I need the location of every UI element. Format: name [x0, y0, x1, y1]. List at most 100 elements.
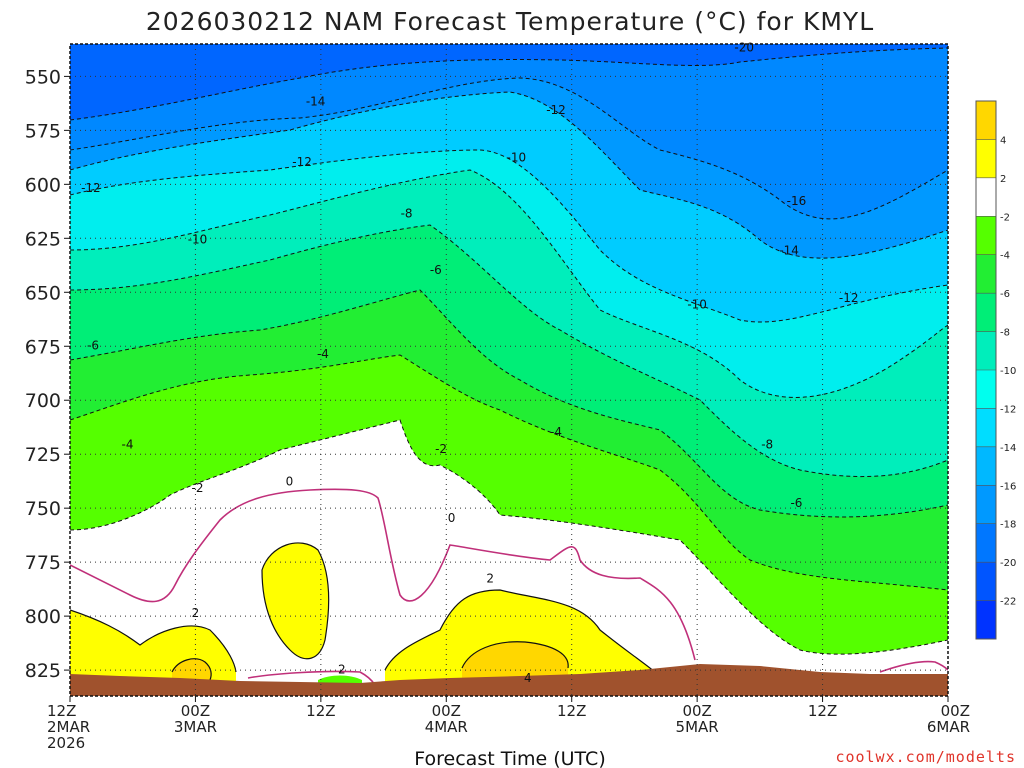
colorbar-segment-4: [976, 254, 996, 294]
y-tick-label-9: 775: [25, 552, 61, 574]
contour-minus4: [70, 354, 948, 591]
x-axis-label: Forecast Time (UTC): [414, 748, 605, 768]
colorbar-label-4: -6: [1000, 289, 1010, 300]
colorbar-segment-6: [976, 331, 996, 371]
contour-label-17: -8: [761, 438, 773, 452]
x-tick-label-7-1: 6MAR: [927, 718, 970, 736]
contour-label-25: 2: [338, 662, 346, 676]
x-tick-label-3-1: 4MAR: [425, 718, 468, 736]
colorbar-segment-11: [976, 523, 996, 563]
grid-lines: [70, 44, 948, 696]
y-tick-label-6: 700: [25, 390, 61, 412]
contour-label-9: -14: [779, 243, 799, 257]
y-tick-label-5: 675: [25, 336, 61, 358]
x-tick-label-7-0: 00Z: [941, 702, 970, 720]
y-tick-label-2: 600: [25, 174, 61, 196]
colorbar-label-10: -18: [1000, 520, 1016, 531]
contour-plus2-center: [384, 589, 656, 673]
contour-labels: -20-14-12-12 -10-12-16-8-10-14-6-10 -12-6-…: [81, 40, 859, 685]
x-tick-label-0-1: 2MAR: [47, 718, 90, 736]
contour-label-15: -4: [550, 425, 562, 439]
colorbar-segment-7: [976, 370, 996, 409]
colorbar-segment-1: [976, 139, 996, 179]
temperature-fill: [70, 44, 948, 696]
contour-label-6: -16: [787, 194, 807, 208]
colorbar-label-7: -12: [1000, 404, 1016, 415]
contour-lines: [70, 47, 948, 655]
contour-minus16: [70, 77, 948, 220]
colorbar-label-0: 4: [1000, 135, 1006, 146]
contour-plus2-left: [70, 609, 237, 673]
colorbar-label-8: -14: [1000, 443, 1016, 454]
contour-minus6: [70, 289, 948, 518]
x-tick-label-4-0: 12Z: [557, 702, 586, 720]
colorbar-label-3: -4: [1000, 251, 1010, 262]
colorbar: 4 2 -2 -4 -6 -8 -10 -12 -14 -16 -18 -20 -22: [975, 100, 1016, 640]
y-tick-label-3: 625: [25, 228, 61, 250]
y-tick-label-8: 750: [25, 498, 61, 520]
x-tick-label-5-1: 5MAR: [676, 718, 719, 736]
y-tick-label-11: 825: [25, 660, 61, 682]
colorbar-segment-5: [976, 293, 996, 333]
contour-label-24: 2: [192, 606, 200, 620]
contour-label-16: -4: [122, 438, 134, 452]
band-plus4-left: [172, 658, 212, 680]
colorbar-label-12: -22: [1000, 597, 1016, 608]
credit-text: coolwx.com/modelts: [835, 748, 1016, 766]
colorbar-segment-13: [976, 600, 996, 640]
colorbar-segment-2: [976, 177, 996, 217]
contour-plus2-cell: [261, 542, 330, 660]
colorbar-segment-3: [976, 216, 996, 256]
contour-minus12: [70, 149, 948, 323]
x-tick-label-1-1: 3MAR: [174, 718, 217, 736]
contour-minus8: [70, 224, 948, 478]
x-tick-label-6-0: 12Z: [808, 702, 837, 720]
contour-label-18: -2: [435, 442, 447, 456]
x-tick-label-3-0: 00Z: [432, 702, 461, 720]
band-plus2-cell: [262, 542, 329, 659]
contour-zero-main: [70, 488, 696, 661]
contour-plus4-center: [461, 641, 569, 669]
y-tick-label-4: 650: [25, 282, 61, 304]
contour-label-20: -2: [192, 481, 204, 495]
contour-label-3: -12: [292, 155, 312, 169]
contour-label-11: -10: [687, 297, 707, 311]
contour-label-13: -6: [87, 338, 99, 352]
contour-label-4: -10: [507, 151, 527, 165]
contour-label-14: -4: [317, 347, 329, 361]
y-tick-label-10: 800: [25, 606, 61, 628]
colorbar-label-1: 2: [1000, 174, 1006, 185]
colorbar-label-6: -10: [1000, 366, 1016, 377]
colorbar-segment-12: [976, 562, 996, 602]
x-tick-label-0-2: 2026: [47, 734, 85, 752]
contour-label-26: 4: [524, 671, 532, 685]
contour-label-21: -6: [790, 496, 802, 510]
contour-label-22: 0: [448, 511, 456, 525]
contour-label-23: 2: [486, 572, 494, 586]
colorbar-segment-0: [976, 101, 996, 140]
x-tick-label-1-0: 00Z: [181, 702, 210, 720]
colorbar-segment-9: [976, 446, 996, 486]
contour-label-2: -12: [546, 103, 566, 117]
x-tick-label-5-0: 00Z: [682, 702, 711, 720]
contour-label-10: -6: [430, 263, 442, 277]
colorbar-segment-10: [976, 485, 996, 525]
contour-label-12: -12: [839, 291, 859, 305]
contour-minus18: [70, 47, 948, 121]
contour-minus2: [70, 419, 948, 655]
colorbar-segment-8: [976, 408, 996, 448]
contour-label-7: -8: [401, 207, 413, 221]
contour-label-0: -20: [734, 40, 754, 54]
colorbar-label-5: -8: [1000, 328, 1010, 339]
contour-label-5: -12: [81, 181, 101, 195]
contour-warm-lines: [70, 542, 656, 681]
contour-label-19: 0: [286, 474, 294, 488]
colorbar-label-11: -20: [1000, 558, 1016, 569]
y-axis-ticks: 550 575 600 625 650 675 700 725 750 775 800 825: [25, 66, 70, 682]
y-tick-label-7: 725: [25, 444, 61, 466]
y-tick-label-1: 575: [25, 120, 61, 142]
colorbar-label-9: -16: [1000, 481, 1016, 492]
y-tick-label-0: 550: [25, 66, 61, 88]
